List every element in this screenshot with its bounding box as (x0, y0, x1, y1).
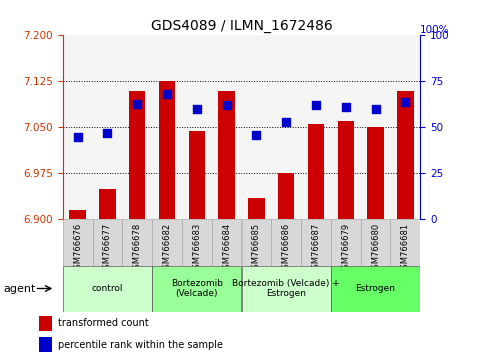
Bar (331, 219, 361, 266)
Text: GSM766677: GSM766677 (103, 223, 112, 274)
Title: GDS4089 / ILMN_1672486: GDS4089 / ILMN_1672486 (151, 19, 332, 33)
Text: Bortezomib
(Velcade): Bortezomib (Velcade) (171, 279, 223, 298)
Bar (218, 91, 235, 219)
Bar (308, 124, 324, 219)
Bar (39, 316, 52, 331)
Text: agent: agent (3, 284, 36, 293)
Point (104, 130, 112, 136)
Bar (301, 219, 331, 266)
Text: Bortezomib (Velcade) +
Estrogen: Bortezomib (Velcade) + Estrogen (232, 279, 340, 298)
Bar (189, 131, 205, 219)
Text: GSM766681: GSM766681 (401, 223, 410, 274)
Bar (159, 81, 175, 219)
Bar (271, 219, 301, 266)
Text: GSM766687: GSM766687 (312, 223, 320, 274)
Bar (99, 189, 115, 219)
Bar (129, 91, 145, 219)
Bar (368, 127, 384, 219)
Text: GSM766680: GSM766680 (371, 223, 380, 274)
Text: transformed count: transformed count (58, 318, 148, 329)
Bar (70, 210, 86, 219)
Text: GSM766685: GSM766685 (252, 223, 261, 274)
Bar (63, 266, 152, 312)
Text: GSM766684: GSM766684 (222, 223, 231, 274)
Point (193, 106, 201, 112)
Text: 100%: 100% (420, 25, 450, 35)
Bar (397, 91, 413, 219)
Point (133, 101, 141, 106)
Bar (122, 219, 152, 266)
Text: GSM766679: GSM766679 (341, 223, 350, 274)
Bar (361, 219, 390, 266)
Point (401, 99, 409, 104)
Bar (93, 219, 122, 266)
Bar (338, 121, 354, 219)
Bar (242, 266, 331, 312)
Bar (152, 266, 242, 312)
Bar (182, 219, 212, 266)
Point (312, 103, 320, 108)
Bar (390, 219, 420, 266)
Text: GSM766682: GSM766682 (163, 223, 171, 274)
Bar (242, 219, 271, 266)
Bar (331, 266, 420, 312)
Point (74, 134, 82, 139)
Text: GSM766686: GSM766686 (282, 223, 291, 274)
Text: Estrogen: Estrogen (355, 284, 396, 293)
Text: GSM766678: GSM766678 (133, 223, 142, 274)
Bar (152, 219, 182, 266)
Text: control: control (92, 284, 123, 293)
Text: GSM766683: GSM766683 (192, 223, 201, 274)
Bar (248, 198, 265, 219)
Point (342, 104, 350, 110)
Point (372, 106, 380, 112)
Point (253, 132, 260, 138)
Text: GSM766676: GSM766676 (73, 223, 82, 274)
Bar (63, 219, 93, 266)
Point (223, 103, 230, 108)
Bar (212, 219, 242, 266)
Point (163, 91, 171, 97)
Bar (278, 173, 294, 219)
Text: percentile rank within the sample: percentile rank within the sample (58, 339, 223, 350)
Bar (39, 337, 52, 352)
Point (282, 119, 290, 125)
